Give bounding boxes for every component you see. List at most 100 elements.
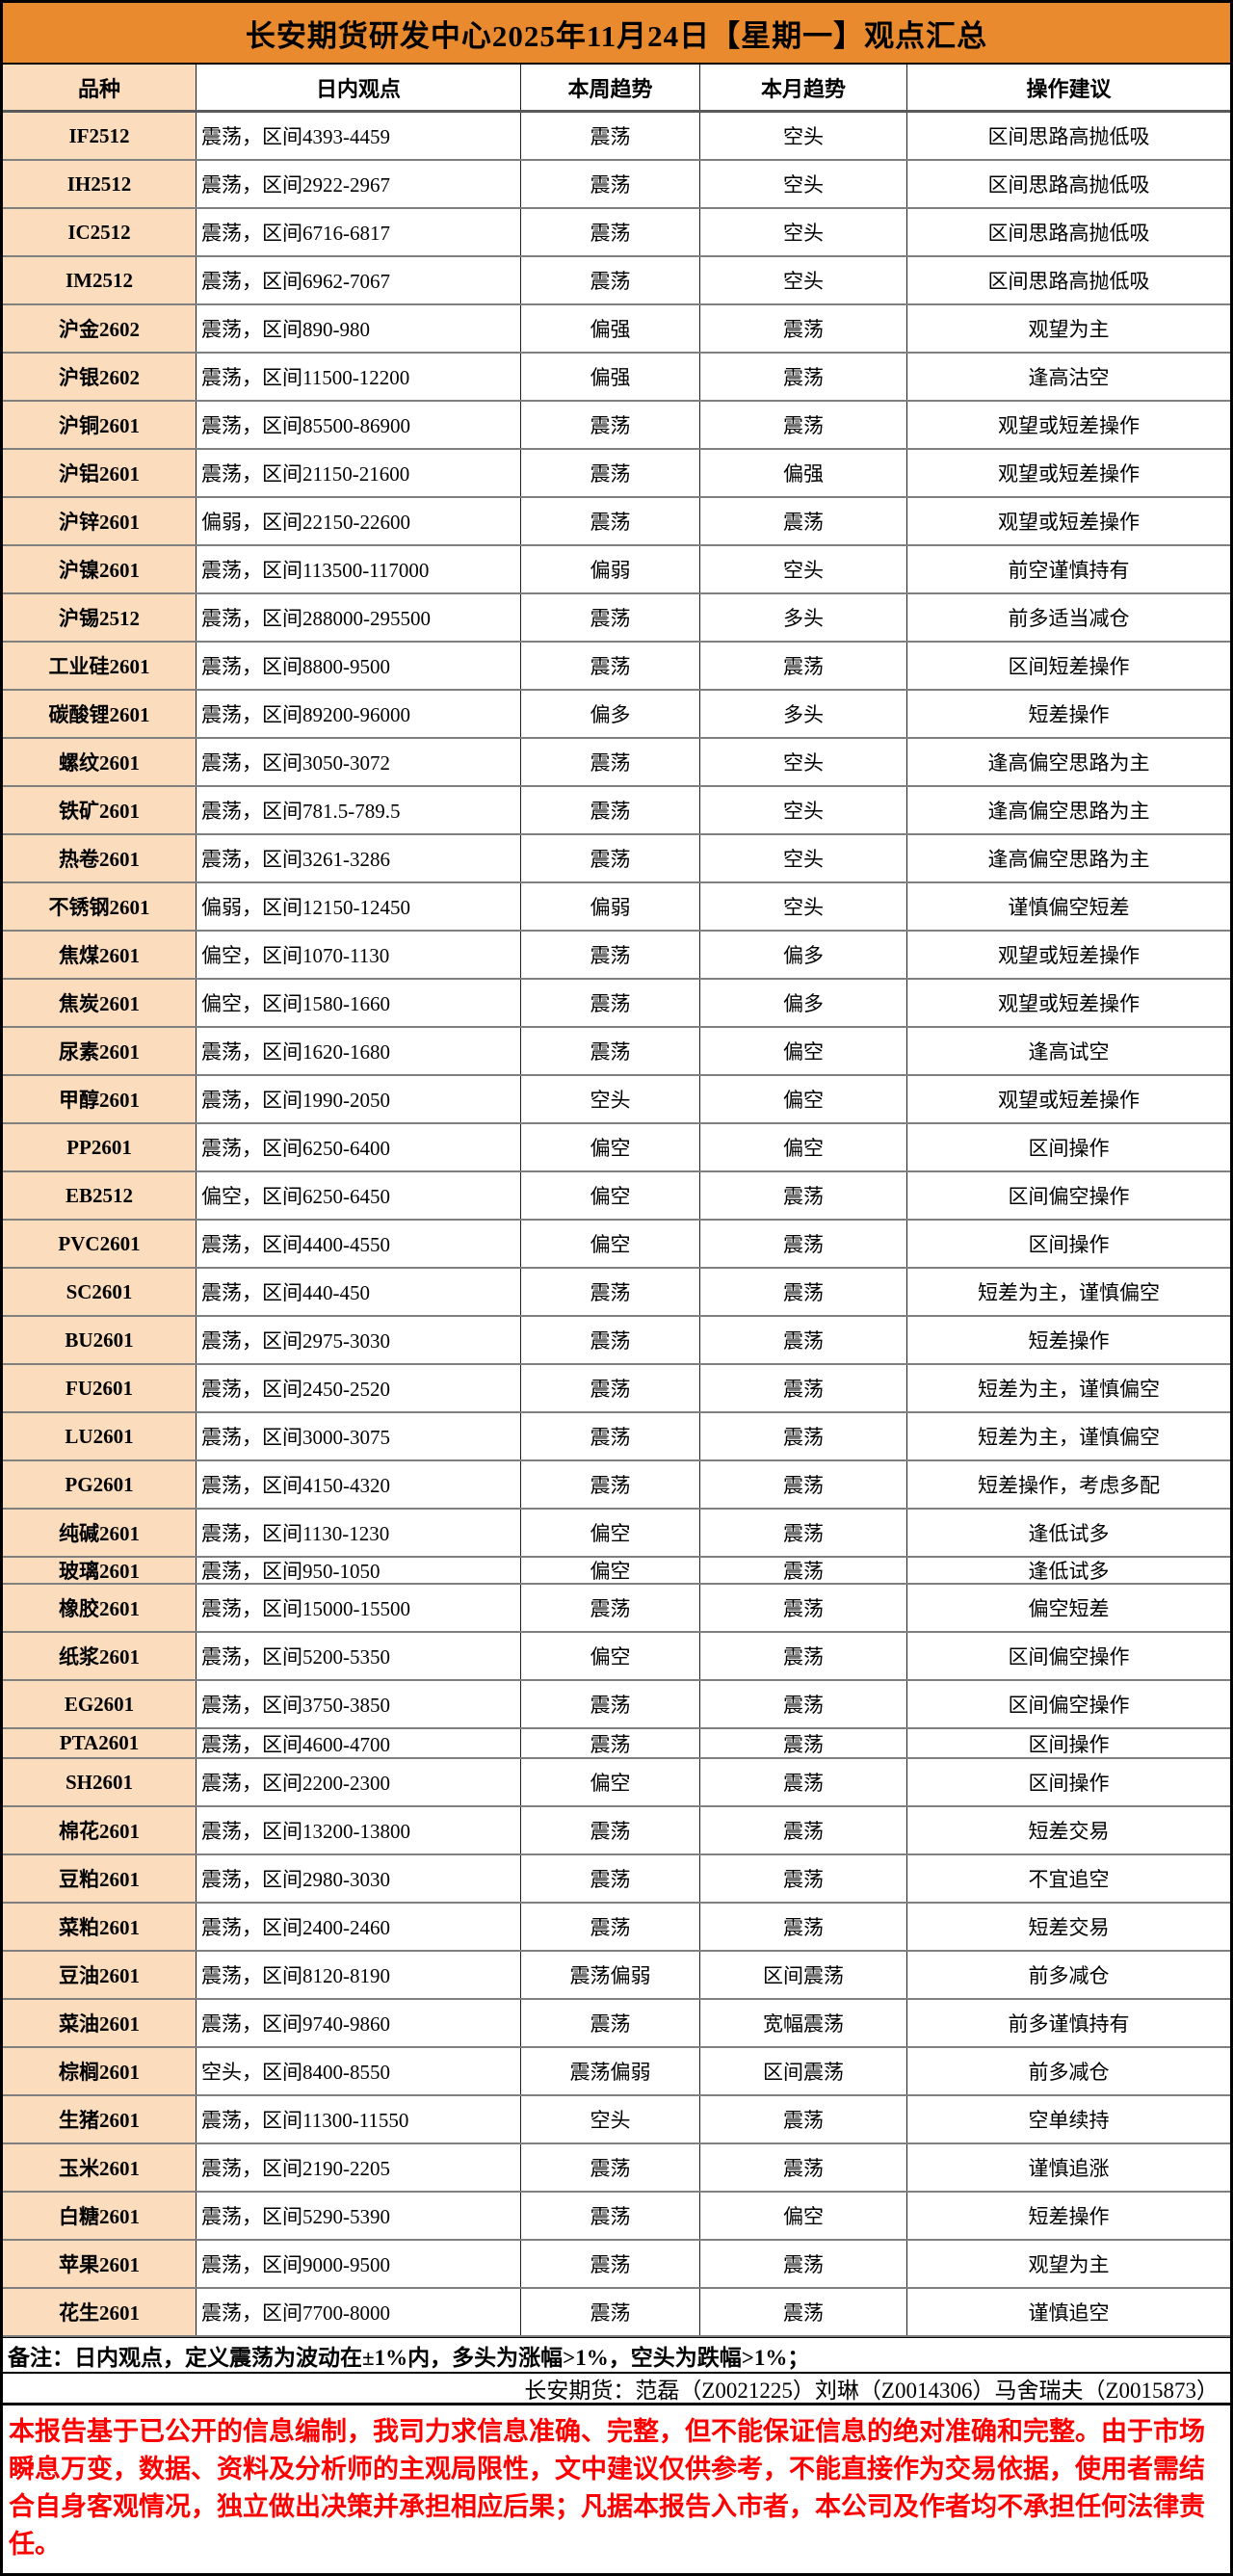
table-row: 沪铝2601 震荡，区间21150-21600 震荡 偏强 观望或短差操作 [3, 450, 1230, 498]
variety-cell: 纯碱2601 [3, 1510, 197, 1556]
table-row: 棕榈2601 空头，区间8400-8550 震荡偏弱 区间震荡 前多减仓 [3, 2048, 1230, 2096]
advice-cell: 观望或短差操作 [998, 462, 1140, 486]
month-trend-cell: 震荡 [700, 2096, 907, 2142]
week-trend-cell: 偏弱 [521, 546, 700, 592]
table-row: PG2601 震荡，区间4150-4320 震荡 震荡 短差操作，考虑多配 [3, 1461, 1230, 1510]
variety-cell: 螺纹2601 [3, 739, 197, 785]
week-trend-cell: 震荡 [521, 1807, 700, 1853]
month-trend-cell: 宽幅震荡 [700, 2000, 907, 2046]
variety-cell: 焦炭2601 [3, 980, 197, 1026]
intraday-view-cell: 震荡，区间3050-3072 [197, 739, 521, 785]
advice-cell: 前多适当减仓 [1008, 607, 1130, 630]
week-trend-cell: 震荡 [521, 1461, 700, 1508]
table-row: SH2601 震荡，区间2200-2300 偏空 震荡 区间操作 [3, 1759, 1230, 1807]
intraday-view-cell: 震荡，区间11500-12200 [197, 354, 521, 400]
table-row: IH2512 震荡，区间2922-2967 震荡 空头 区间思路高抛低吸 [3, 161, 1230, 209]
table-row: PTA2601 震荡，区间4600-4700 震荡 震荡 区间操作 [3, 1729, 1230, 1759]
month-trend-cell: 震荡 [700, 1365, 907, 1411]
variety-cell: 尿素2601 [3, 1028, 197, 1074]
table-row: SC2601 震荡，区间440-450 震荡 震荡 短差为主，谨慎偏空 [3, 1269, 1230, 1317]
table-row: 铁矿2601 震荡，区间781.5-789.5 震荡 空头 逢高偏空思路为主 [3, 787, 1230, 835]
table-row: EG2601 震荡，区间3750-3850 震荡 震荡 区间偏空操作 [3, 1681, 1230, 1729]
variety-cell: 铁矿2601 [3, 787, 197, 833]
variety-cell: PTA2601 [3, 1729, 197, 1757]
week-trend-cell: 偏空 [521, 1633, 700, 1679]
intraday-view-cell: 震荡，区间2190-2205 [197, 2144, 521, 2191]
report-title: 长安期货研发中心2025年11月24日【星期一】观点汇总 [3, 3, 1230, 65]
variety-cell: 纸浆2601 [3, 1633, 197, 1679]
intraday-view-cell: 震荡，区间4400-4550 [197, 1221, 521, 1267]
table-row: 沪锡2512 震荡，区间288000-295500 震荡 多头 前多适当减仓 [3, 594, 1230, 643]
table-row: 沪金2602 震荡，区间890-980 偏强 震荡 观望为主 [3, 305, 1230, 354]
intraday-view-cell: 震荡，区间4393-4459 [197, 113, 521, 159]
intraday-view-cell: 震荡，区间1990-2050 [197, 1076, 521, 1122]
variety-cell: 豆粕2601 [3, 1855, 197, 1902]
intraday-view-cell: 震荡，区间5200-5350 [197, 1633, 521, 1679]
month-trend-cell: 震荡 [700, 1413, 907, 1459]
note-row: 备注：日内观点，定义震荡为波动在±1%内，多头为涨幅>1%，空头为跌幅>1%； [3, 2337, 1230, 2374]
col-header-intraday-view: 日内观点 [197, 65, 521, 110]
table-row: 玻璃2601 震荡，区间950-1050 偏空 震荡 逢低试多 [3, 1558, 1230, 1585]
advice-cell: 短差为主，谨慎偏空 [978, 1281, 1160, 1304]
advice-cell: 区间思路高抛低吸 [987, 173, 1150, 197]
variety-cell: FU2601 [3, 1365, 197, 1411]
intraday-view-cell: 震荡，区间15000-15500 [197, 1585, 521, 1631]
month-trend-cell: 空头 [700, 739, 907, 785]
month-trend-cell: 震荡 [700, 1461, 907, 1508]
week-trend-cell: 偏空 [521, 1221, 700, 1267]
intraday-view-cell: 震荡，区间781.5-789.5 [197, 787, 521, 833]
table-row: 甲醇2601 震荡，区间1990-2050 空头 偏空 观望或短差操作 [3, 1076, 1230, 1124]
month-trend-cell: 震荡 [700, 1633, 907, 1679]
variety-cell: 生猪2601 [3, 2096, 197, 2142]
month-trend-cell: 震荡 [700, 498, 907, 544]
advice-cell: 逢高试空 [1028, 1040, 1110, 1064]
table-row: 沪铜2601 震荡，区间85500-86900 震荡 震荡 观望或短差操作 [3, 402, 1230, 450]
month-trend-cell: 震荡 [700, 1855, 907, 1902]
table-row: EB2512 偏空，区间6250-6450 偏空 震荡 区间偏空操作 [3, 1172, 1230, 1221]
month-trend-cell: 震荡 [700, 354, 907, 400]
table-row: 纯碱2601 震荡，区间1130-1230 偏空 震荡 逢低试多 [3, 1510, 1230, 1558]
week-trend-cell: 偏空 [521, 1510, 700, 1556]
variety-cell: IC2512 [3, 209, 197, 255]
table-row: 沪镍2601 震荡，区间113500-117000 偏弱 空头 前空谨慎持有 [3, 546, 1230, 594]
intraday-view-cell: 震荡，区间7700-8000 [197, 2289, 521, 2335]
week-trend-cell: 震荡 [521, 2289, 700, 2335]
variety-cell: SC2601 [3, 1269, 197, 1315]
variety-cell: 沪金2602 [3, 305, 197, 352]
table-row: 花生2601 震荡，区间7700-8000 震荡 震荡 谨慎追空 [3, 2289, 1230, 2337]
week-trend-cell: 偏多 [521, 691, 700, 737]
month-trend-cell: 震荡 [700, 2289, 907, 2335]
intraday-view-cell: 震荡，区间85500-86900 [197, 402, 521, 448]
intraday-view-cell: 震荡，区间11300-11550 [197, 2096, 521, 2142]
advice-cell: 观望或短差操作 [998, 414, 1140, 437]
variety-cell: 菜油2601 [3, 2000, 197, 2046]
column-header-row: 品种 日内观点 本周趋势 本月趋势 操作建议 [3, 65, 1230, 113]
month-trend-cell: 偏空 [700, 1124, 907, 1170]
advice-cell: 短差操作 [1028, 2205, 1110, 2228]
week-trend-cell: 震荡 [521, 1317, 700, 1363]
variety-cell: 甲醇2601 [3, 1076, 197, 1122]
intraday-view-cell: 偏弱，区间12150-12450 [197, 883, 521, 930]
advice-cell: 观望或短差操作 [998, 1089, 1140, 1112]
week-trend-cell: 震荡 [521, 594, 700, 641]
advice-cell: 区间操作 [1028, 1137, 1110, 1160]
advice-cell: 区间思路高抛低吸 [987, 125, 1150, 148]
table-row: 菜粕2601 震荡，区间2400-2460 震荡 震荡 短差交易 [3, 1904, 1230, 1952]
advice-cell: 空单续持 [1028, 2109, 1110, 2132]
variety-cell: 白糖2601 [3, 2193, 197, 2239]
table-row: PP2601 震荡，区间6250-6400 偏空 偏空 区间操作 [3, 1124, 1230, 1172]
month-trend-cell: 空头 [700, 787, 907, 833]
variety-cell: 菜粕2601 [3, 1904, 197, 1950]
variety-cell: 苹果2601 [3, 2241, 197, 2287]
advice-cell: 观望或短差操作 [998, 944, 1140, 967]
intraday-view-cell: 空头，区间8400-8550 [197, 2048, 521, 2094]
week-trend-cell: 震荡 [521, 980, 700, 1026]
week-trend-cell: 震荡 [521, 1681, 700, 1727]
month-trend-cell: 偏空 [700, 1028, 907, 1074]
table-row: 尿素2601 震荡，区间1620-1680 震荡 偏空 逢高试空 [3, 1028, 1230, 1076]
table-row: 棉花2601 震荡，区间13200-13800 震荡 震荡 短差交易 [3, 1807, 1230, 1855]
table-row: 豆粕2601 震荡，区间2980-3030 震荡 震荡 不宜追空 [3, 1855, 1230, 1904]
intraday-view-cell: 偏空，区间1580-1660 [197, 980, 521, 1026]
advice-cell: 逢高偏空思路为主 [987, 848, 1150, 871]
variety-cell: 沪铝2601 [3, 450, 197, 496]
